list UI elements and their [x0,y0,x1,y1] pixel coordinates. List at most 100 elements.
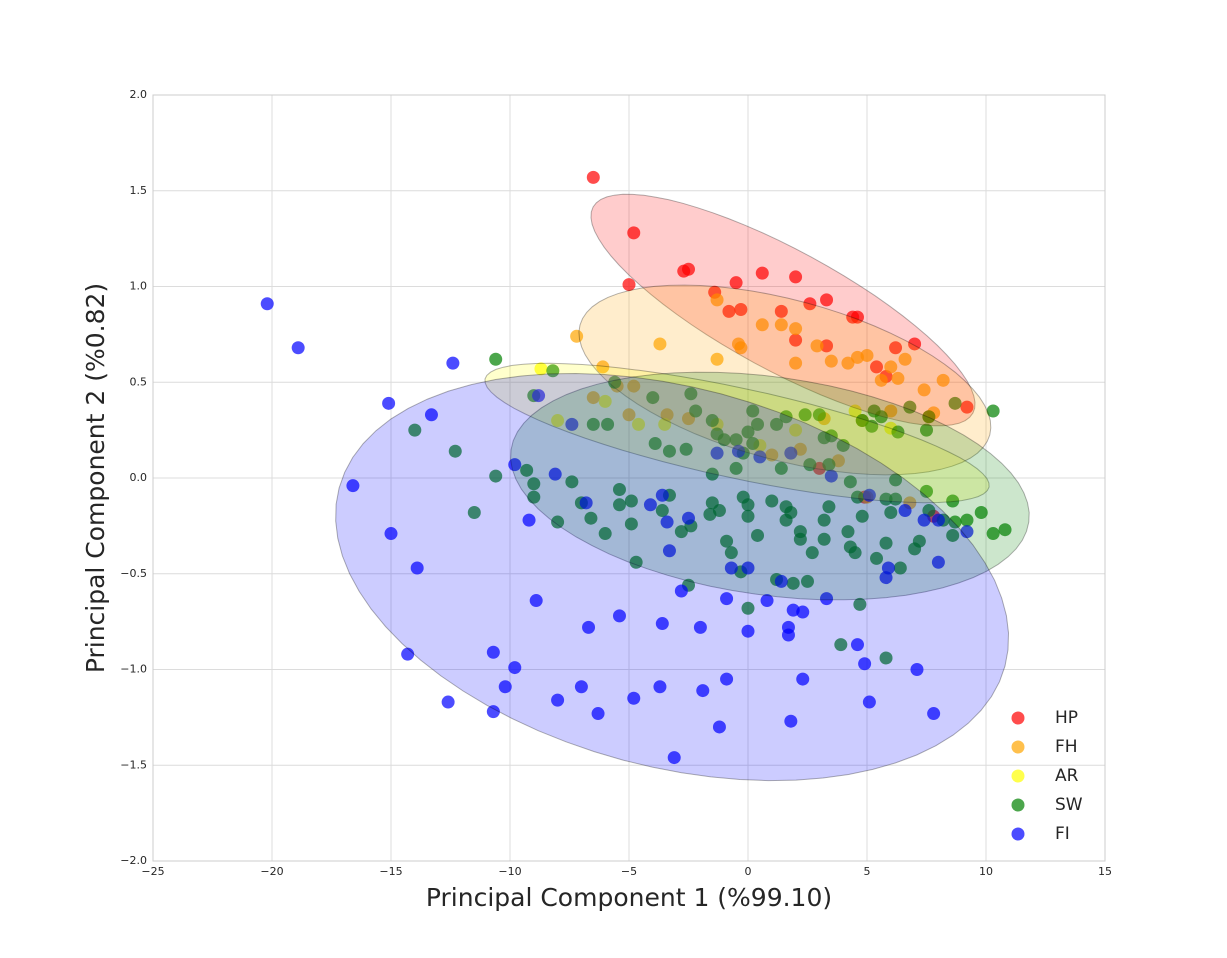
scatter-point [655,617,669,631]
scatter-point [629,555,643,569]
legend-marker [1011,827,1025,841]
scatter-point [812,408,826,422]
scatter-point [720,672,734,686]
scatter-point [824,469,838,483]
scatter-point [596,360,610,374]
scatter-point [674,525,688,539]
scatter-point [824,354,838,368]
scatter-point [931,513,945,527]
scatter-point [291,341,305,355]
scatter-point [881,561,895,575]
scatter-point [741,561,755,575]
scatter-point [729,433,743,447]
scatter-point [705,467,719,481]
y-tick-label: 0.0 [130,471,148,484]
scatter-point [382,396,396,410]
scatter-point [646,391,660,405]
scatter-point [612,482,626,496]
scatter-point [793,532,807,546]
scatter-point [889,341,903,355]
scatter-point [734,341,748,355]
scatter-point [582,620,596,634]
scatter-point [803,458,817,472]
scatter-point [710,352,724,366]
scatter-point [627,379,641,393]
scatter-point [784,446,798,460]
scatter-point [858,657,872,671]
scatter-point [527,490,541,504]
scatter-point [789,423,803,437]
confidence-ellipse [510,371,1030,601]
x-tick-label: −20 [260,865,283,878]
confidence-ellipse [590,193,976,427]
plot-frame [152,94,1106,862]
scatter-point [717,433,731,447]
scatter-point [712,720,726,734]
scatter-point [774,461,788,475]
scatter-point [729,461,743,475]
scatter-point [712,504,726,518]
scatter-point [684,387,698,401]
scatter-point [489,352,503,366]
scatter-point [612,498,626,512]
scatter-point [817,532,831,546]
scatter-point [441,695,455,709]
scatter-point [801,574,814,588]
scatter-point [627,691,641,705]
scatter-point [710,446,724,460]
legend-label: FI [1055,824,1070,844]
legend-marker [1011,798,1025,812]
scatter-point [898,504,912,518]
scatter-point [608,375,622,389]
scatter-point [753,450,767,464]
scatter-point [653,337,667,351]
scatter-point [848,546,862,560]
scatter-point [779,410,793,424]
scatter-point [817,513,831,527]
scatter-point [705,414,719,428]
scatter-point [974,505,988,519]
y-tick-label: −1.5 [120,758,147,771]
scatter-point [798,408,812,422]
scatter-point [784,505,798,519]
x-tick-label: 5 [864,865,871,878]
scatter-point [848,404,862,418]
scatter-point [908,337,922,351]
scatter-point [817,431,831,445]
scatter-point [884,360,898,374]
scatter-point [960,400,974,414]
scatter-point [781,620,795,634]
scatter-point [920,484,933,498]
scatter-point [655,488,669,502]
scatter-point [891,371,905,385]
scatter-point [874,373,888,387]
scatter-point [751,528,765,542]
scatter-point [579,496,593,510]
scatter-point [632,417,646,431]
legend-label: HP [1055,708,1078,728]
scatter-point [841,356,855,370]
scatter-point [746,404,760,418]
scatter-point [774,304,788,318]
scatter-point [841,525,855,539]
scatter-point [624,494,638,508]
scatter-point [448,444,462,458]
scatter-point [796,672,810,686]
scatter-point [820,592,834,606]
scatter-point [774,574,788,588]
scatter-point [879,492,893,506]
scatter-point [508,458,522,472]
scatter-point [660,515,674,529]
scatter-point [622,408,636,422]
scatter-point [551,515,565,529]
scatter-point [601,417,615,431]
scatter-point [551,693,565,707]
scatter-point [662,544,676,558]
scatter-point [741,509,755,523]
scatter-point [586,391,600,405]
x-tick-label: −5 [621,865,637,878]
scatter-point [486,645,500,659]
scatter-point [724,561,738,575]
scatter-point [598,394,612,408]
